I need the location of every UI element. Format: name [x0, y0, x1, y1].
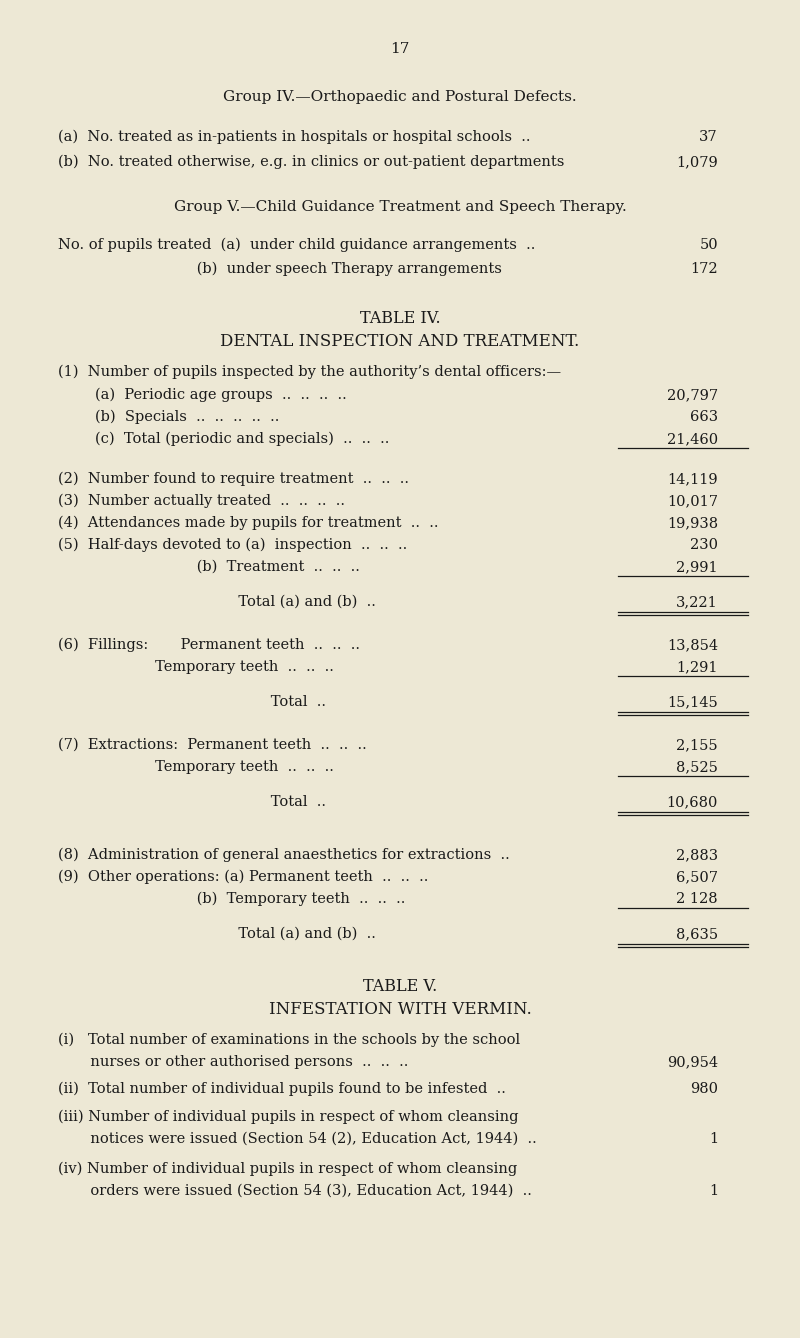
Text: 1: 1 — [709, 1132, 718, 1147]
Text: 1: 1 — [709, 1184, 718, 1198]
Text: 10,017: 10,017 — [667, 494, 718, 508]
Text: 8,635: 8,635 — [676, 927, 718, 941]
Text: (c)  Total (periodic and specials)  ..  ..  ..: (c) Total (periodic and specials) .. .. … — [58, 432, 390, 447]
Text: (i)   Total number of examinations in the schools by the school: (i) Total number of examinations in the … — [58, 1033, 520, 1048]
Text: 8,525: 8,525 — [676, 760, 718, 773]
Text: Group IV.—Orthopaedic and Postural Defects.: Group IV.—Orthopaedic and Postural Defec… — [223, 90, 577, 104]
Text: nurses or other authorised persons  ..  ..  ..: nurses or other authorised persons .. ..… — [58, 1054, 408, 1069]
Text: 2,991: 2,991 — [676, 561, 718, 574]
Text: (iii) Number of individual pupils in respect of whom cleansing: (iii) Number of individual pupils in res… — [58, 1111, 518, 1124]
Text: 10,680: 10,680 — [666, 795, 718, 809]
Text: (9)  Other operations: (a) Permanent teeth  ..  ..  ..: (9) Other operations: (a) Permanent teet… — [58, 870, 428, 884]
Text: (4)  Attendances made by pupils for treatment  ..  ..: (4) Attendances made by pupils for treat… — [58, 516, 438, 530]
Text: (iv) Number of individual pupils in respect of whom cleansing: (iv) Number of individual pupils in resp… — [58, 1161, 518, 1176]
Text: DENTAL INSPECTION AND TREATMENT.: DENTAL INSPECTION AND TREATMENT. — [220, 333, 580, 351]
Text: 19,938: 19,938 — [667, 516, 718, 530]
Text: (b)  Specials  ..  ..  ..  ..  ..: (b) Specials .. .. .. .. .. — [58, 409, 279, 424]
Text: 14,119: 14,119 — [667, 472, 718, 486]
Text: 20,797: 20,797 — [667, 388, 718, 401]
Text: 1,079: 1,079 — [676, 155, 718, 169]
Text: 13,854: 13,854 — [667, 638, 718, 652]
Text: 172: 172 — [690, 262, 718, 276]
Text: Temporary teeth  ..  ..  ..: Temporary teeth .. .. .. — [58, 660, 334, 674]
Text: INFESTATION WITH VERMIN.: INFESTATION WITH VERMIN. — [269, 1001, 531, 1018]
Text: notices were issued (Section 54 (2), Education Act, 1944)  ..: notices were issued (Section 54 (2), Edu… — [58, 1132, 537, 1147]
Text: 3,221: 3,221 — [676, 595, 718, 609]
Text: 2,155: 2,155 — [676, 739, 718, 752]
Text: 17: 17 — [390, 41, 410, 56]
Text: (7)  Extractions:  Permanent teeth  ..  ..  ..: (7) Extractions: Permanent teeth .. .. .… — [58, 739, 366, 752]
Text: 37: 37 — [699, 130, 718, 145]
Text: (ii)  Total number of individual pupils found to be infested  ..: (ii) Total number of individual pupils f… — [58, 1082, 506, 1096]
Text: TABLE V.: TABLE V. — [363, 978, 437, 995]
Text: (5)  Half-days devoted to (a)  inspection  ..  ..  ..: (5) Half-days devoted to (a) inspection … — [58, 538, 407, 553]
Text: 980: 980 — [690, 1082, 718, 1096]
Text: (3)  Number actually treated  ..  ..  ..  ..: (3) Number actually treated .. .. .. .. — [58, 494, 345, 508]
Text: 2 128: 2 128 — [676, 892, 718, 906]
Text: Total (a) and (b)  ..: Total (a) and (b) .. — [58, 595, 376, 609]
Text: 230: 230 — [690, 538, 718, 553]
Text: 21,460: 21,460 — [667, 432, 718, 446]
Text: (8)  Administration of general anaesthetics for extractions  ..: (8) Administration of general anaestheti… — [58, 848, 510, 863]
Text: orders were issued (Section 54 (3), Education Act, 1944)  ..: orders were issued (Section 54 (3), Educ… — [58, 1184, 532, 1198]
Text: (2)  Number found to require treatment  ..  ..  ..: (2) Number found to require treatment ..… — [58, 472, 409, 487]
Text: 663: 663 — [690, 409, 718, 424]
Text: (b)  under speech Therapy arrangements: (b) under speech Therapy arrangements — [58, 262, 502, 277]
Text: 50: 50 — [699, 238, 718, 252]
Text: (b)  Temporary teeth  ..  ..  ..: (b) Temporary teeth .. .. .. — [58, 892, 406, 906]
Text: 1,291: 1,291 — [677, 660, 718, 674]
Text: (a)  No. treated as in-patients in hospitals or hospital schools  ..: (a) No. treated as in-patients in hospit… — [58, 130, 530, 145]
Text: No. of pupils treated  (a)  under child guidance arrangements  ..: No. of pupils treated (a) under child gu… — [58, 238, 535, 253]
Text: 2,883: 2,883 — [676, 848, 718, 862]
Text: (b)  No. treated otherwise, e.g. in clinics or out-patient departments: (b) No. treated otherwise, e.g. in clini… — [58, 155, 564, 170]
Text: Group V.—Child Guidance Treatment and Speech Therapy.: Group V.—Child Guidance Treatment and Sp… — [174, 199, 626, 214]
Text: 15,145: 15,145 — [667, 694, 718, 709]
Text: 6,507: 6,507 — [676, 870, 718, 884]
Text: (1)  Number of pupils inspected by the authority’s dental officers:—: (1) Number of pupils inspected by the au… — [58, 365, 561, 380]
Text: Total  ..: Total .. — [58, 694, 326, 709]
Text: Total  ..: Total .. — [58, 795, 326, 809]
Text: 90,954: 90,954 — [667, 1054, 718, 1069]
Text: Temporary teeth  ..  ..  ..: Temporary teeth .. .. .. — [58, 760, 334, 773]
Text: Total (a) and (b)  ..: Total (a) and (b) .. — [58, 927, 376, 941]
Text: (a)  Periodic age groups  ..  ..  ..  ..: (a) Periodic age groups .. .. .. .. — [58, 388, 346, 403]
Text: TABLE IV.: TABLE IV. — [360, 310, 440, 326]
Text: (b)  Treatment  ..  ..  ..: (b) Treatment .. .. .. — [58, 561, 360, 574]
Text: (6)  Fillings:       Permanent teeth  ..  ..  ..: (6) Fillings: Permanent teeth .. .. .. — [58, 638, 360, 653]
